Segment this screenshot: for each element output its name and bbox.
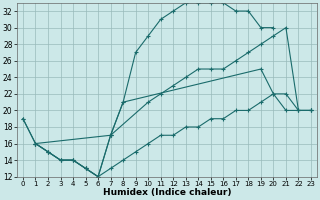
X-axis label: Humidex (Indice chaleur): Humidex (Indice chaleur) (103, 188, 231, 197)
